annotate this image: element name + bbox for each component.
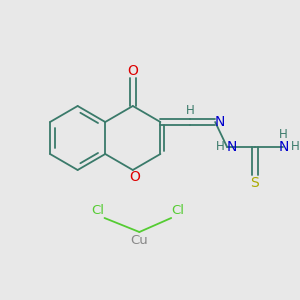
Text: Cl: Cl: [172, 205, 185, 218]
Text: S: S: [250, 176, 259, 190]
Text: N: N: [227, 140, 237, 154]
Text: H: H: [186, 104, 195, 118]
Text: H: H: [216, 140, 224, 154]
Text: N: N: [215, 115, 225, 129]
Text: O: O: [129, 170, 140, 184]
Text: N: N: [279, 140, 289, 154]
Text: H: H: [290, 140, 299, 154]
Text: O: O: [128, 64, 138, 78]
Text: Cu: Cu: [130, 235, 148, 248]
Text: H: H: [278, 128, 287, 142]
Text: Cl: Cl: [91, 205, 104, 218]
